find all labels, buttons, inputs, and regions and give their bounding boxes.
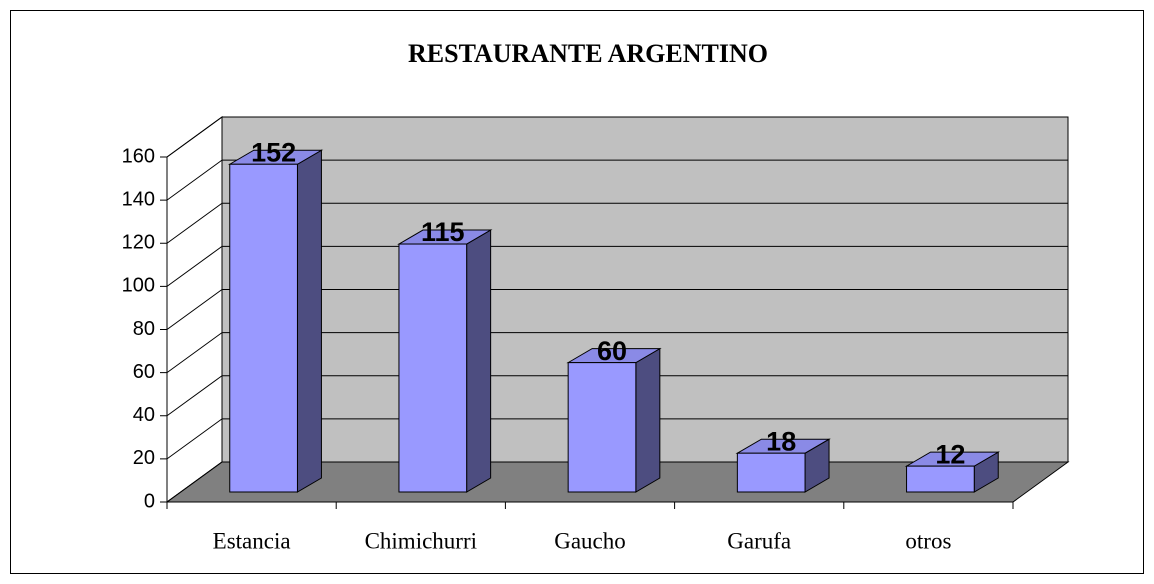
bar-3d — [904, 451, 1001, 493]
side-grid-line — [166, 418, 223, 460]
data-label: 18 — [766, 426, 796, 456]
bar-3d — [566, 347, 662, 493]
y-tick-label: 40 — [133, 404, 155, 426]
bar-side — [296, 149, 322, 493]
y-tick-label: 60 — [133, 361, 155, 383]
data-label: 115 — [421, 217, 465, 247]
y-tick-label: 0 — [144, 490, 155, 512]
bar-side — [635, 347, 661, 493]
chart-title: RESTAURANTE ARGENTINO — [408, 39, 768, 68]
data-label: 152 — [251, 137, 296, 167]
side-grid-line — [166, 159, 223, 201]
bar — [398, 243, 468, 493]
data-label: 60 — [597, 336, 627, 366]
bar — [906, 465, 975, 493]
side-grid-line — [166, 332, 223, 374]
x-tick-label: Gaucho — [554, 528, 626, 553]
x-tick-label: Chimichurri — [365, 528, 477, 553]
x-tick-label: otros — [905, 528, 951, 553]
data-label: 12 — [935, 439, 965, 469]
bar — [229, 163, 298, 493]
y-tick-label: 20 — [133, 447, 155, 469]
side-grid-line — [166, 245, 223, 287]
bar-side — [466, 229, 492, 493]
side-grid-line — [166, 289, 223, 330]
bar-3d — [227, 149, 324, 493]
side-grid-line — [166, 116, 223, 158]
bar-3d — [735, 438, 831, 493]
y-tick-label: 120 — [122, 232, 155, 254]
side-grid-line — [166, 375, 223, 417]
side-grid-line — [166, 202, 223, 244]
y-tick-label: 160 — [122, 145, 155, 167]
y-tick-label: 80 — [133, 318, 155, 340]
bar — [567, 362, 637, 493]
y-tick-label: 100 — [122, 275, 155, 297]
x-tick-label: Estancia — [213, 528, 291, 553]
x-tick-label: Garufa — [727, 528, 791, 553]
y-tick-label: 140 — [122, 188, 155, 210]
bar-3d — [397, 229, 493, 493]
side-grid-line — [166, 461, 223, 503]
bar — [736, 452, 806, 493]
